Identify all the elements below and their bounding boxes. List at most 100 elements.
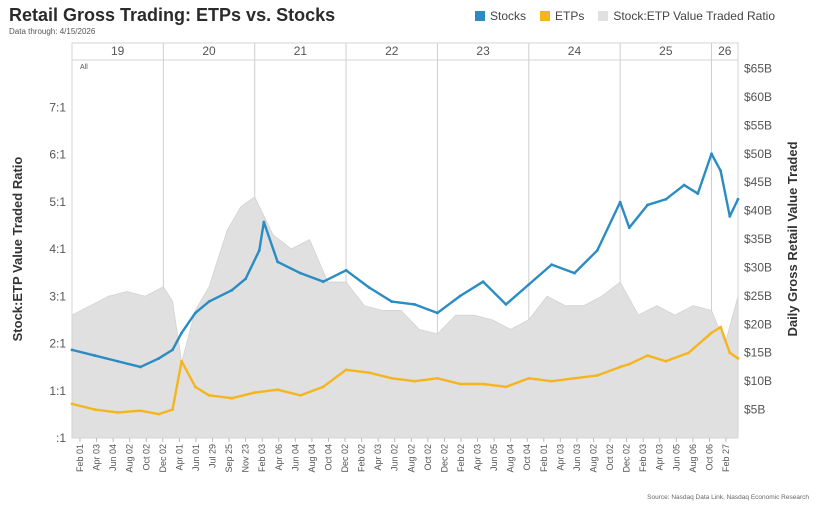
filter-label: All [80, 64, 88, 71]
series-point [696, 192, 700, 195]
series-point [244, 277, 247, 281]
page-title: Retail Gross Trading: ETPs vs. Stocks [9, 5, 336, 25]
series-point [710, 331, 713, 335]
y-left-tick: 3:1 [49, 289, 66, 303]
series-point [321, 280, 325, 284]
x-tick-label: Apr 03 [655, 444, 665, 471]
y-right-tick: $50B [744, 147, 772, 161]
y-right-tick: $35B [744, 232, 772, 246]
series-point [618, 200, 622, 204]
x-tick-label: Dec 02 [158, 444, 168, 473]
y-right-tick: $40B [744, 204, 772, 218]
year-label-22: 22 [385, 44, 399, 58]
series-point [193, 385, 197, 389]
year-label-23: 23 [476, 44, 490, 58]
x-tick-label: Jun 05 [489, 444, 499, 471]
series-point [436, 311, 439, 315]
legend: Stocks ETPs Stock:ETP Value Traded Ratio [474, 9, 775, 23]
x-tick-label: Jun 03 [572, 444, 582, 471]
series-point [550, 263, 554, 267]
series-point [276, 388, 279, 392]
series-point [728, 214, 732, 218]
series-point [139, 365, 142, 369]
x-tick-label: Dec 02 [340, 444, 350, 473]
series-point [180, 331, 184, 335]
year-label-24: 24 [568, 44, 582, 58]
series-point [298, 393, 302, 397]
series-point [481, 280, 485, 284]
source-note: Source: Nasdaq Data Link, Nasdaq Economi… [647, 494, 809, 501]
series-point [682, 183, 686, 187]
series-point [70, 402, 74, 406]
series-point [413, 303, 416, 306]
year-label-25: 25 [659, 44, 673, 58]
x-tick-label: Oct 04 [522, 444, 532, 471]
y-left-tick: 1:1 [49, 384, 66, 398]
legend-swatch-ratio [598, 11, 609, 21]
series-point [230, 288, 234, 292]
x-tick-label: Apr 03 [92, 444, 102, 471]
series-point [736, 197, 740, 201]
series-point [139, 409, 142, 413]
x-tick-label: Aug 04 [307, 444, 317, 473]
series-point [390, 376, 394, 380]
series-point [504, 385, 508, 389]
year-label-19: 19 [111, 44, 125, 58]
x-tick-label: Oct 02 [423, 444, 433, 471]
series-point [458, 382, 462, 386]
series-point [93, 354, 97, 357]
series-point [664, 359, 668, 363]
series-point [367, 371, 371, 375]
x-tick-label: Aug 02 [406, 444, 416, 473]
series-point [595, 249, 599, 252]
series-point [504, 303, 508, 306]
y-right-tick: $5B [744, 403, 765, 417]
series-point [595, 374, 599, 377]
x-tick-label: Jun 05 [671, 444, 681, 471]
series-point [728, 351, 732, 355]
legend-item-ratio[interactable]: Stock:ETP Value Traded Ratio [598, 9, 775, 23]
series-point [276, 260, 279, 264]
y-left-tick: :1 [56, 431, 66, 445]
series-point [253, 391, 257, 394]
x-tick-label: Jun 04 [108, 444, 118, 471]
series-point [719, 169, 723, 173]
y-right-tick: $45B [744, 175, 772, 189]
series-point [230, 396, 234, 400]
legend-item-stocks[interactable]: Stocks [474, 9, 526, 23]
series-point [193, 311, 197, 315]
legend-swatch-etps [540, 11, 550, 21]
x-tick-label: Jun 02 [390, 444, 400, 471]
y-left-tick: 4:1 [49, 242, 66, 256]
x-tick-label: Apr 03 [555, 444, 565, 471]
series-point [550, 379, 554, 383]
legend-label-stocks: Stocks [489, 9, 526, 23]
x-tick-label: Feb 03 [257, 444, 267, 472]
x-tick-label: Oct 06 [704, 444, 714, 471]
legend-item-etps[interactable]: ETPs [540, 9, 584, 23]
x-tick-label: Jun 01 [191, 444, 201, 471]
y-left-tick: 6:1 [49, 148, 66, 162]
series-point [70, 348, 74, 352]
y-right-tick: $20B [744, 317, 772, 331]
series-point [458, 294, 462, 298]
series-point [646, 203, 649, 207]
series-point [413, 379, 416, 383]
series-point [573, 271, 576, 275]
x-tick-label: Feb 02 [357, 444, 367, 472]
series-point [298, 271, 302, 275]
x-tick-label: Aug 02 [125, 444, 135, 473]
series-point [627, 362, 631, 366]
x-tick-label: Aug 02 [588, 444, 598, 473]
series-point [736, 357, 740, 360]
x-tick-label: Sep 25 [224, 444, 234, 473]
data-through-label: Data through: 4/15/2026 [9, 27, 96, 36]
y-right-tick: $25B [744, 289, 772, 303]
year-label-20: 20 [202, 44, 216, 58]
series-point [344, 268, 348, 272]
x-tick-label: Nov 23 [241, 444, 251, 473]
x-tick-label: Jun 04 [290, 444, 300, 471]
x-tick-label: Apr 06 [274, 444, 284, 471]
series-point [171, 408, 174, 411]
x-tick-label: Oct 02 [605, 444, 615, 471]
